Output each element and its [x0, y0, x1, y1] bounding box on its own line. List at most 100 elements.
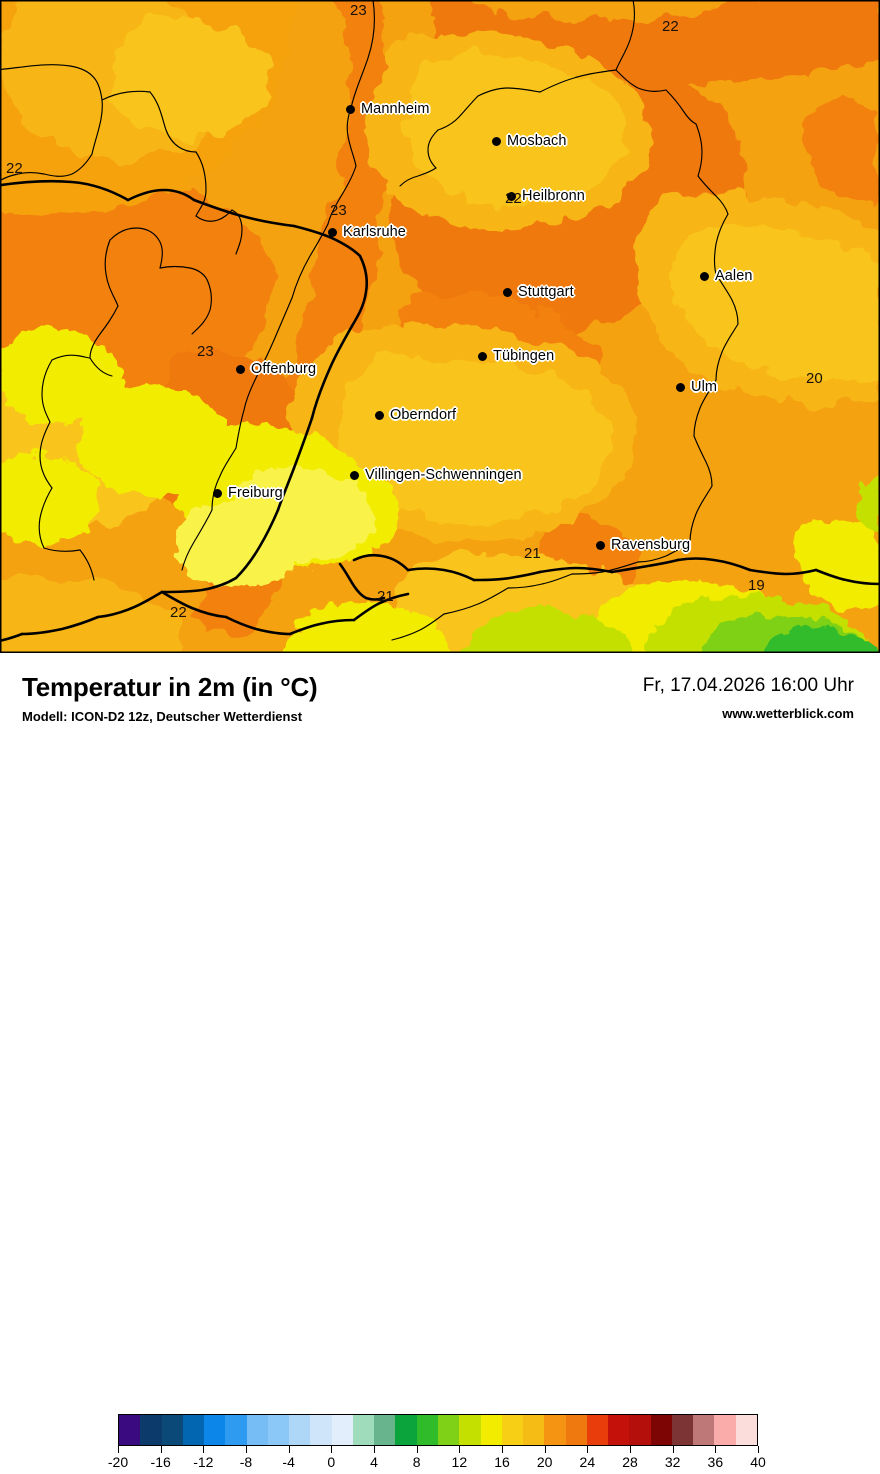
colorbar-tick [203, 1446, 205, 1453]
city-marker[interactable]: Ravensburg [596, 537, 690, 553]
colorbar-tick-label: 20 [536, 1454, 553, 1470]
colorbar-tick-label: 28 [622, 1454, 638, 1470]
colorbar-swatch [437, 1415, 460, 1445]
colorbar-tick-label: 24 [579, 1454, 596, 1470]
city-dot-icon [346, 104, 355, 114]
city-marker[interactable]: Oberndorf [375, 407, 456, 423]
colorbar-swatch [608, 1415, 630, 1445]
city-label: Mannheim [361, 101, 430, 117]
colorbar-tick-label: 4 [370, 1454, 378, 1470]
colorbar-tick-label: 32 [664, 1454, 681, 1470]
city-marker[interactable]: Villingen-Schwenningen [350, 467, 522, 483]
city-label: Aalen [715, 268, 753, 284]
city-label: Karlsruhe [343, 224, 406, 240]
city-label: Heilbronn [522, 188, 585, 204]
colorbar-tick-label: -16 [150, 1454, 171, 1470]
temperature-map[interactable]: Mannheim Mosbach Heilbronn Karlsruhe Aalen St… [0, 0, 880, 653]
colorbar-swatch [565, 1415, 587, 1445]
contour-label: 22 [505, 190, 522, 207]
colorbar-swatch [459, 1415, 481, 1445]
contour-label: 23 [197, 343, 214, 360]
city-label: Offenburg [251, 361, 317, 377]
colorbar-swatch [161, 1415, 183, 1445]
contour-label: 23 [330, 202, 347, 219]
colorbar-tick [758, 1446, 759, 1453]
colorbar-tick-label: 36 [707, 1454, 724, 1470]
contour-label: 22 [6, 160, 23, 177]
city-label: Ulm [691, 379, 718, 395]
colorbar-tick-labels: -20 -16 -12 -8 -4 0 4 8 12 16 20 24 28 32 36 40 [108, 1454, 766, 1474]
colorbar-tick [416, 1446, 418, 1453]
city-dot-icon [700, 271, 709, 281]
colorbar-swatch [629, 1415, 651, 1445]
colorbar-swatch [714, 1415, 736, 1445]
title-block: Temperatur in 2m (in °C) Modell: ICON-D2… [22, 672, 318, 724]
city-marker[interactable]: Aalen [700, 268, 753, 284]
colorbar-swatch [182, 1415, 205, 1445]
colorbar-gradient [118, 1414, 758, 1446]
colorbar-swatch [246, 1415, 268, 1445]
city-marker[interactable]: Tübingen [478, 348, 554, 364]
page-title: Temperatur in 2m (in °C) [22, 672, 318, 702]
city-marker[interactable]: Mannheim [346, 101, 430, 117]
colorbar-tick [630, 1446, 631, 1453]
map-frame [0, 0, 880, 653]
city-marker[interactable]: Mosbach [492, 133, 567, 149]
city-label: Mosbach [507, 133, 567, 149]
colorbar-ticks [118, 1446, 759, 1454]
city-dot-icon [213, 488, 222, 498]
city-dot-icon [596, 540, 605, 550]
colorbar-swatch [331, 1415, 353, 1445]
colorbar-tick [288, 1446, 290, 1453]
website-url: www.wetterblick.com [722, 706, 854, 721]
city-dot-icon [492, 136, 501, 146]
colorbar-tick [374, 1446, 375, 1453]
colorbar-swatch [352, 1415, 375, 1445]
city-marker[interactable]: Stuttgart [503, 284, 574, 300]
city-dot-icon [503, 287, 512, 297]
city-dot-icon [676, 382, 685, 392]
contour-label: 22 [662, 18, 679, 35]
colorbar-tick [544, 1446, 546, 1453]
colorbar-tick-label: 40 [750, 1454, 766, 1470]
city-marker[interactable]: Karlsruhe [328, 224, 406, 240]
city-dot-icon [328, 227, 337, 237]
colorbar-swatch [650, 1415, 672, 1445]
colorbar-tick-label: -12 [193, 1454, 214, 1470]
city-label: Ravensburg [611, 537, 691, 553]
contour-label: 21 [524, 545, 541, 562]
map-canvas [0, 0, 880, 653]
city-dot-icon [350, 470, 359, 480]
colorbar-tick [160, 1446, 162, 1453]
colorbar-swatch [586, 1415, 609, 1445]
city-dot-icon [478, 351, 487, 361]
colorbar-tick-label: 0 [327, 1454, 336, 1470]
city-dot-icon [375, 410, 384, 420]
city-marker[interactable]: Ulm [676, 379, 717, 395]
map-footer: Temperatur in 2m (in °C) Modell: ICON-D2… [0, 653, 880, 1470]
meta-block: Fr, 17.04.2026 16:00 Uhr www.wetterblick… [643, 675, 854, 721]
city-label: Freiburg [228, 485, 283, 501]
colorbar-tick [246, 1446, 247, 1453]
colorbar-tick-label: -20 [107, 1454, 129, 1470]
colorbar-tick-label: -8 [239, 1454, 253, 1470]
contour-label: 22 [170, 604, 187, 621]
colorbar: -20 -16 -12 -8 -4 0 4 8 12 16 20 24 28 32 36 40 [108, 1414, 766, 1474]
colorbar-swatch [225, 1415, 247, 1445]
city-marker[interactable]: Freiburg [213, 485, 283, 501]
colorbar-swatch [395, 1415, 417, 1445]
colorbar-tick-label: 16 [494, 1454, 510, 1470]
city-marker[interactable]: Heilbronn [507, 188, 585, 204]
colorbar-tick [331, 1446, 333, 1453]
colorbar-tick [459, 1446, 461, 1453]
model-subtitle: Modell: ICON-D2 12z, Deutscher Wetterdie… [22, 708, 303, 724]
colorbar-swatch [119, 1415, 141, 1445]
city-dot-icon [236, 364, 245, 374]
contour-label: 19 [748, 577, 765, 594]
colorbar-tick [715, 1446, 717, 1453]
valid-datetime: Fr, 17.04.2026 16:00 Uhr [642, 675, 854, 696]
city-marker[interactable]: Offenburg [236, 361, 316, 377]
colorbar-tick [118, 1446, 119, 1453]
colorbar-swatch [501, 1415, 524, 1445]
